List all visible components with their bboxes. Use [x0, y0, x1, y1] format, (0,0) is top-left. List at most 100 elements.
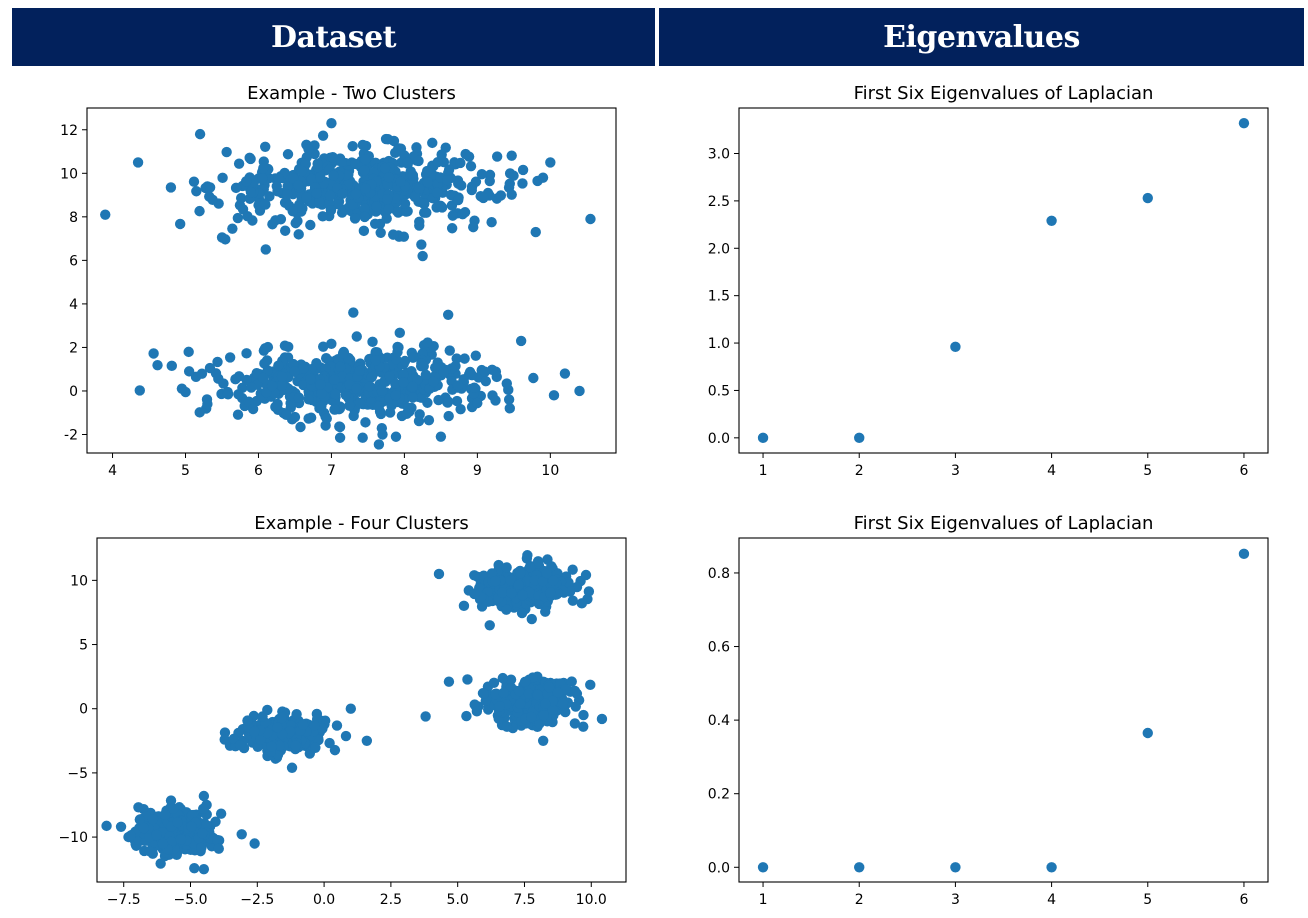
y-tick-label: −10 [58, 830, 88, 846]
data-point [349, 213, 361, 224]
plot-frame [86, 107, 617, 454]
data-point [515, 567, 526, 579]
data-point [262, 341, 274, 353]
y-tick-label: 5 [79, 638, 88, 654]
data-point [207, 194, 218, 205]
data-point [295, 421, 306, 433]
data-point [541, 568, 553, 579]
data-point [303, 143, 314, 155]
data-point [258, 162, 269, 174]
x-tick-label: 5 [1143, 892, 1152, 908]
data-point [233, 389, 244, 400]
data-point [433, 568, 445, 580]
data-point [409, 191, 421, 202]
data-point [484, 620, 495, 631]
data-point [242, 210, 253, 222]
data-point [443, 676, 455, 687]
data-point [255, 734, 266, 745]
data-point [596, 713, 608, 725]
y-tick-label: 10 [70, 573, 88, 589]
data-point [444, 345, 455, 356]
data-point [557, 698, 569, 709]
data-point [266, 380, 278, 392]
data-point [224, 352, 236, 363]
data-point [357, 432, 368, 443]
x-tick-label: 6 [254, 463, 263, 479]
data-point [383, 203, 394, 215]
data-point [286, 762, 298, 773]
data-point [197, 827, 208, 839]
data-point [289, 411, 301, 423]
data-point [391, 205, 402, 216]
data-point [469, 570, 480, 581]
data-point [455, 404, 466, 415]
header-eigenvalues: Eigenvalues [659, 8, 1304, 66]
data-point [387, 229, 399, 240]
data-point [422, 176, 434, 188]
data-point [548, 390, 560, 401]
data-point [416, 392, 427, 403]
y-tick-label: 1.0 [708, 336, 730, 352]
data-point [407, 392, 419, 403]
data-point [547, 575, 559, 586]
data-point [245, 153, 256, 165]
data-point [330, 388, 341, 400]
data-point [284, 726, 296, 737]
data-point [348, 410, 359, 422]
data-point [480, 375, 492, 387]
y-tick-label: 0.8 [708, 566, 730, 582]
data-point [293, 229, 304, 240]
chart-eig-four: First Six Eigenvalues of Laplacian 1 2 3 4 5 6… [708, 513, 1269, 908]
data-point [390, 431, 402, 442]
data-point [383, 172, 395, 183]
data-point [757, 862, 769, 873]
data-point [360, 417, 371, 428]
data-point [384, 407, 396, 418]
data-point [354, 365, 365, 376]
data-point [157, 838, 169, 849]
data-point [183, 366, 195, 377]
data-point [176, 383, 188, 394]
data-point [460, 148, 471, 160]
data-point [198, 790, 210, 802]
data-point [194, 128, 206, 140]
y-tick-label: 0.0 [708, 860, 730, 876]
x-tick-label: 7 [327, 463, 336, 479]
data-point [351, 331, 362, 342]
data-point [401, 408, 412, 420]
data-point [442, 309, 454, 320]
data-point [407, 352, 419, 363]
data-point [331, 720, 343, 731]
data-point [433, 394, 444, 406]
data-point [335, 361, 346, 373]
data-point [407, 381, 418, 392]
data-point [273, 173, 285, 184]
data-point [504, 168, 516, 179]
data-point [189, 863, 200, 874]
data-point [279, 225, 291, 236]
data-point [147, 814, 159, 825]
data-point [486, 217, 497, 228]
data-point [314, 196, 325, 208]
data-point [328, 170, 339, 181]
data-point [318, 341, 329, 352]
data-point [471, 706, 483, 717]
scatter-points [100, 118, 596, 450]
data-point [503, 394, 515, 405]
data-point [420, 369, 432, 381]
data-point [210, 816, 221, 827]
data-point [526, 711, 537, 723]
chart-four-clusters: Example - Four Clusters −7.5 −5.0 −2.5 0.0 2.… [58, 513, 627, 908]
data-point [293, 392, 305, 403]
data-point [585, 679, 596, 691]
data-point [1238, 548, 1250, 560]
data-point [369, 218, 381, 230]
data-point [297, 719, 309, 730]
x-tick-label: 10.0 [576, 892, 607, 908]
data-point [357, 139, 368, 151]
data-point [247, 403, 259, 415]
data-point [399, 355, 411, 367]
data-point [455, 157, 466, 169]
y-tick-label: 0.2 [708, 787, 730, 803]
data-point [537, 576, 548, 587]
